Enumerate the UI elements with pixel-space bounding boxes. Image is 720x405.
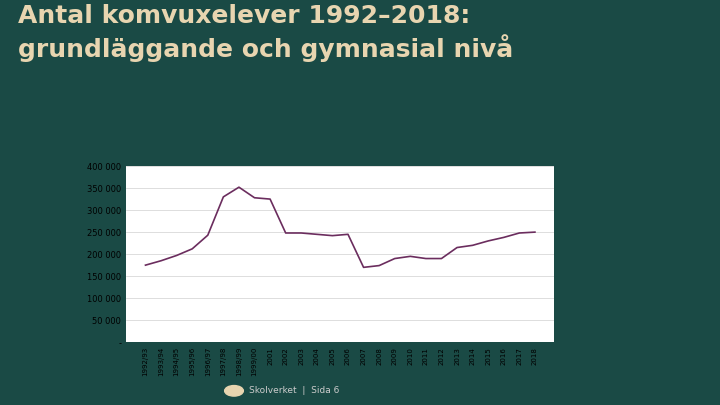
- Text: Skolverket  |  Sida 6: Skolverket | Sida 6: [249, 386, 340, 395]
- Text: S: S: [231, 386, 237, 395]
- Text: Antal komvuxelever 1992–2018:
grundläggande och gymnasial nivå: Antal komvuxelever 1992–2018: grundlägga…: [18, 4, 513, 62]
